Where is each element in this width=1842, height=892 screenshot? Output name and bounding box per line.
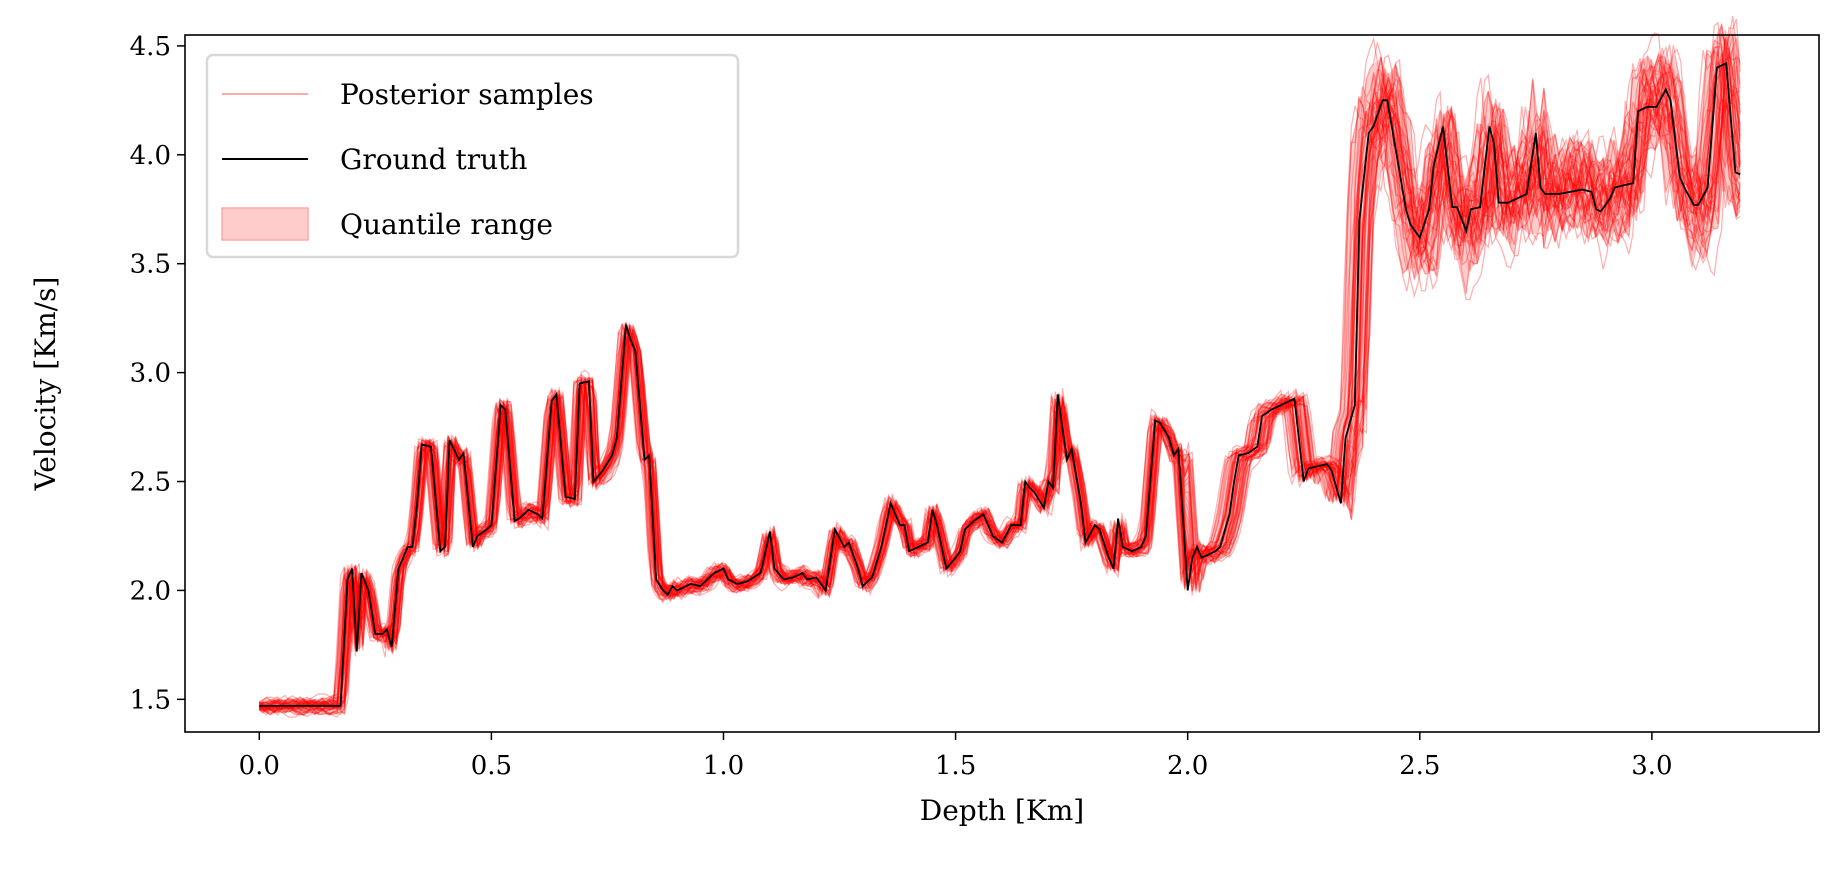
x-tick-label: 0.0 bbox=[239, 751, 280, 781]
x-tick-label: 1.5 bbox=[935, 751, 976, 781]
posterior-sample-line bbox=[259, 67, 1741, 711]
legend-label: Quantile range bbox=[340, 208, 553, 241]
posterior-sample-line bbox=[259, 49, 1741, 716]
posterior-samples bbox=[258, 15, 1741, 718]
y-tick-label: 2.0 bbox=[130, 576, 171, 606]
posterior-sample-line bbox=[259, 73, 1741, 716]
posterior-sample-line bbox=[258, 32, 1741, 714]
posterior-sample-line bbox=[258, 39, 1741, 716]
x-tick-label: 0.5 bbox=[471, 751, 512, 781]
legend-label: Posterior samples bbox=[340, 78, 594, 111]
y-tick-label: 2.5 bbox=[130, 468, 171, 498]
y-axis: 1.5 2.0 2.5 3.0 3.5 4.0 4.5 bbox=[130, 32, 185, 715]
posterior-sample-line bbox=[258, 82, 1741, 709]
y-tick-label: 4.0 bbox=[130, 141, 171, 171]
posterior-sample-line bbox=[259, 48, 1741, 714]
posterior-sample-line bbox=[258, 62, 1741, 716]
y-axis-label: Velocity [Km/s] bbox=[29, 277, 62, 492]
posterior-sample-line bbox=[259, 32, 1741, 712]
x-tick-label: 3.0 bbox=[1631, 751, 1672, 781]
posterior-sample-line bbox=[258, 29, 1741, 718]
axes-frame bbox=[184, 34, 1820, 733]
x-tick-label: 1.0 bbox=[703, 751, 744, 781]
legend: Posterior samples Ground truth Quantile ra… bbox=[205, 53, 740, 259]
posterior-sample-line bbox=[258, 62, 1741, 714]
x-axis: 0.0 0.5 1.0 1.5 2.0 2.5 3.0 bbox=[239, 732, 1673, 781]
x-axis-label: Depth [Km] bbox=[920, 794, 1084, 827]
y-tick-label: 3.5 bbox=[130, 250, 171, 280]
ground-truth-line bbox=[259, 61, 1741, 707]
quantile-range-band bbox=[259, 25, 1741, 716]
posterior-sample-line bbox=[259, 44, 1741, 718]
y-tick-label: 4.5 bbox=[130, 32, 171, 62]
posterior-sample-line bbox=[258, 53, 1741, 713]
x-tick-label: 2.5 bbox=[1399, 751, 1440, 781]
posterior-sample-line bbox=[258, 46, 1741, 713]
posterior-sample-line bbox=[258, 45, 1741, 714]
y-tick-label: 1.5 bbox=[130, 685, 171, 715]
legend-swatch-patch bbox=[221, 207, 309, 241]
x-tick-label: 2.0 bbox=[1167, 751, 1208, 781]
posterior-sample-line bbox=[259, 58, 1741, 711]
legend-label: Ground truth bbox=[340, 143, 527, 176]
posterior-sample-line bbox=[258, 100, 1741, 714]
ground-truth-series bbox=[259, 61, 1741, 707]
posterior-sample-line bbox=[258, 49, 1741, 716]
y-tick-label: 3.0 bbox=[130, 359, 171, 389]
posterior-sample-line bbox=[259, 59, 1741, 711]
legend-box bbox=[205, 53, 740, 259]
